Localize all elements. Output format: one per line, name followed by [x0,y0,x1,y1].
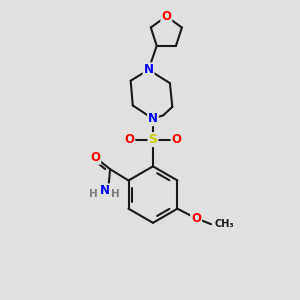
Text: O: O [90,151,100,164]
Text: N: N [100,184,110,197]
Text: CH₃: CH₃ [214,219,234,229]
Text: O: O [124,133,134,146]
Text: O: O [172,133,182,146]
Text: H: H [111,189,119,199]
Text: O: O [191,212,201,225]
Text: N: N [148,112,158,125]
Text: O: O [161,10,171,23]
Text: S: S [148,133,158,146]
Text: N: N [143,63,154,76]
Text: H: H [89,189,98,199]
